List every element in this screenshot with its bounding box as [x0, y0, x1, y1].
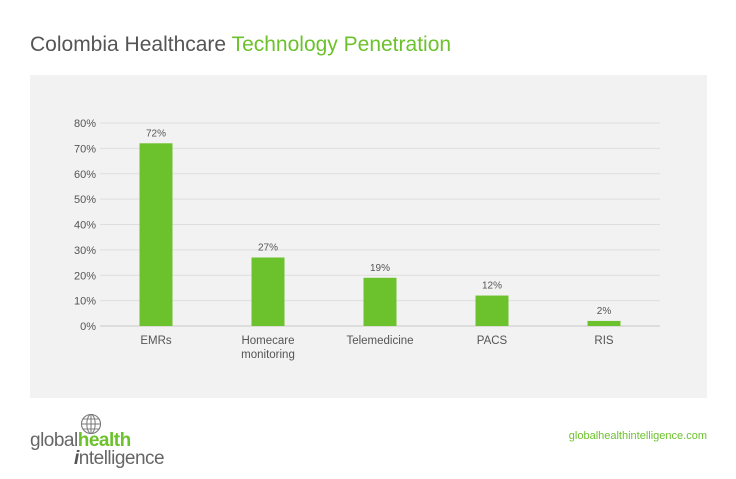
brand-logo: globalhealth intelligence — [30, 413, 170, 470]
x-tick-label: EMRs — [140, 335, 172, 347]
y-tick-label: 30% — [74, 245, 96, 257]
website-link[interactable]: globalhealthintelligence.com — [568, 430, 707, 442]
x-tick-label: monitoring — [241, 349, 295, 361]
y-tick-label: 80% — [74, 118, 96, 130]
x-tick-label: Homecare — [241, 335, 294, 347]
x-tick-label: Telemedicine — [346, 335, 413, 347]
y-tick-label: 50% — [74, 194, 96, 206]
data-label: 12% — [482, 281, 502, 292]
logo-word-health: health — [77, 430, 131, 451]
bar — [587, 320, 621, 326]
chart-title-accent: Technology Penetration — [231, 33, 452, 56]
bar — [363, 277, 397, 326]
y-tick-label: 60% — [74, 169, 96, 181]
logo-word-global: global — [30, 430, 78, 451]
globe-icon — [80, 413, 102, 435]
y-tick-label: 10% — [74, 296, 96, 308]
x-tick-label: RIS — [594, 335, 614, 347]
data-label: 19% — [370, 263, 390, 274]
logo-word-intelligence: ntelligence — [78, 448, 165, 469]
x-tick-label: PACS — [477, 335, 508, 347]
logo-line2: intelligence — [74, 448, 165, 470]
data-label: 72% — [146, 128, 166, 139]
y-tick-label: 40% — [74, 220, 96, 232]
data-label: 2% — [597, 306, 612, 317]
chart-title: Colombia Healthcare Technology Penetrati… — [30, 33, 451, 57]
y-tick-label: 0% — [80, 321, 96, 333]
bar — [139, 143, 173, 326]
bar-chart: 0% 10% 20% 30% 40% 50% 60% 70% 80% 72% EMRs 27% Home… — [74, 118, 660, 361]
logo-word-i: i — [74, 448, 79, 469]
chart-panel: 0% 10% 20% 30% 40% 50% 60% 70% 80% 72% EMRs 27% Home… — [30, 75, 707, 398]
y-tick-label: 20% — [74, 270, 96, 282]
chart-title-main: Colombia Healthcare — [30, 33, 232, 56]
y-tick-label: 70% — [74, 143, 96, 155]
logo-line1: globalhealth — [30, 430, 131, 452]
data-label: 27% — [258, 242, 278, 253]
bar — [251, 257, 285, 326]
bar — [475, 295, 509, 326]
